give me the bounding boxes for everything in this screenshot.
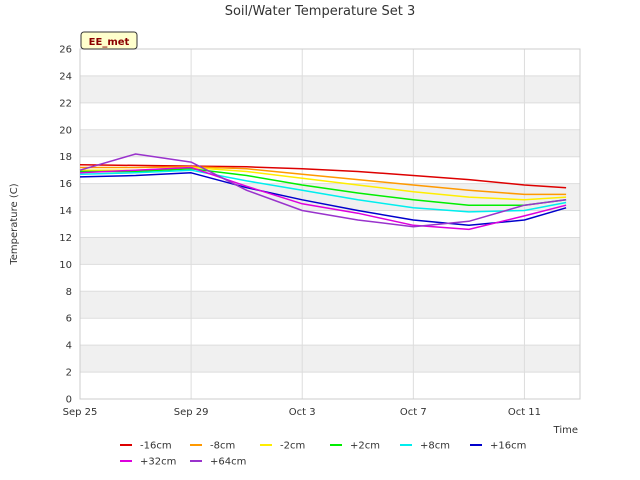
x-tick-label: Oct 11 — [508, 407, 541, 418]
y-tick-label: 14 — [59, 206, 72, 217]
y-tick-label: 18 — [59, 152, 72, 163]
background-band — [80, 75, 580, 103]
background-band — [80, 345, 580, 373]
y-tick-label: 8 — [66, 287, 72, 298]
legend-item: -16cm — [120, 441, 172, 452]
legend-label: -8cm — [210, 441, 235, 452]
y-tick-label: 16 — [59, 179, 72, 190]
legend-item: -2cm — [260, 441, 305, 452]
legend-label: +64cm — [210, 457, 246, 468]
legend-label: +8cm — [420, 441, 450, 452]
y-axis-label: Temperature (C) — [9, 183, 20, 265]
y-tick-label: 2 — [66, 368, 72, 379]
series-line-8cm — [80, 166, 567, 196]
y-tick-label: 20 — [59, 125, 72, 136]
legend-label: -16cm — [140, 441, 172, 452]
y-tick-label: 10 — [59, 260, 72, 271]
chart-title: Soil/Water Temperature Set 3 — [225, 4, 416, 19]
y-tick-label: 6 — [66, 314, 72, 325]
background-band — [80, 237, 580, 265]
y-tick-label: 24 — [59, 71, 72, 82]
y-tick-label: 4 — [66, 341, 72, 352]
x-tick-label: Oct 7 — [400, 407, 427, 418]
legend-item: +32cm — [120, 457, 176, 468]
series-line-2cm — [80, 168, 567, 206]
legend-item: +16cm — [470, 441, 526, 452]
legend: -16cm -8cm -2cm +2cm +8cm +16cm +32cm +64cm — [120, 441, 526, 468]
background-band — [80, 291, 580, 319]
y-tick-label: 0 — [66, 395, 72, 406]
legend-label: -2cm — [280, 441, 305, 452]
background-band — [80, 129, 580, 157]
plot-area-frame — [79, 48, 581, 400]
background-band — [80, 183, 580, 211]
x-tick-label: Sep 25 — [63, 407, 98, 418]
legend-item: -8cm — [190, 441, 235, 452]
y-tick-label: 22 — [59, 98, 72, 109]
x-tick-label: Oct 3 — [289, 407, 316, 418]
station-badge: EE_met — [80, 31, 138, 50]
station-badge-label: EE_met — [89, 37, 130, 48]
station-badge-box — [80, 31, 138, 50]
legend-item: +8cm — [400, 441, 450, 452]
legend-label: +2cm — [350, 441, 380, 452]
legend-label: +16cm — [490, 441, 526, 452]
background-bands — [80, 75, 580, 373]
legend-item: +64cm — [190, 457, 246, 468]
series-line-16cm — [79, 164, 567, 189]
y-tick-label: 12 — [59, 233, 72, 244]
y-tick-label: 26 — [59, 45, 72, 56]
legend-item: +2cm — [330, 441, 380, 452]
series-line-8cm — [79, 169, 567, 213]
series-line-64cm — [79, 153, 567, 228]
x-axis-label: Time — [553, 425, 578, 436]
x-tick-label: Sep 29 — [174, 407, 209, 418]
series-line-32cm — [79, 166, 567, 231]
series-lines — [79, 153, 567, 231]
x-axis-ticks: Sep 25 Sep 29 Oct 3 Oct 7 Oct 11 — [63, 407, 541, 418]
legend-label: +32cm — [140, 457, 176, 468]
